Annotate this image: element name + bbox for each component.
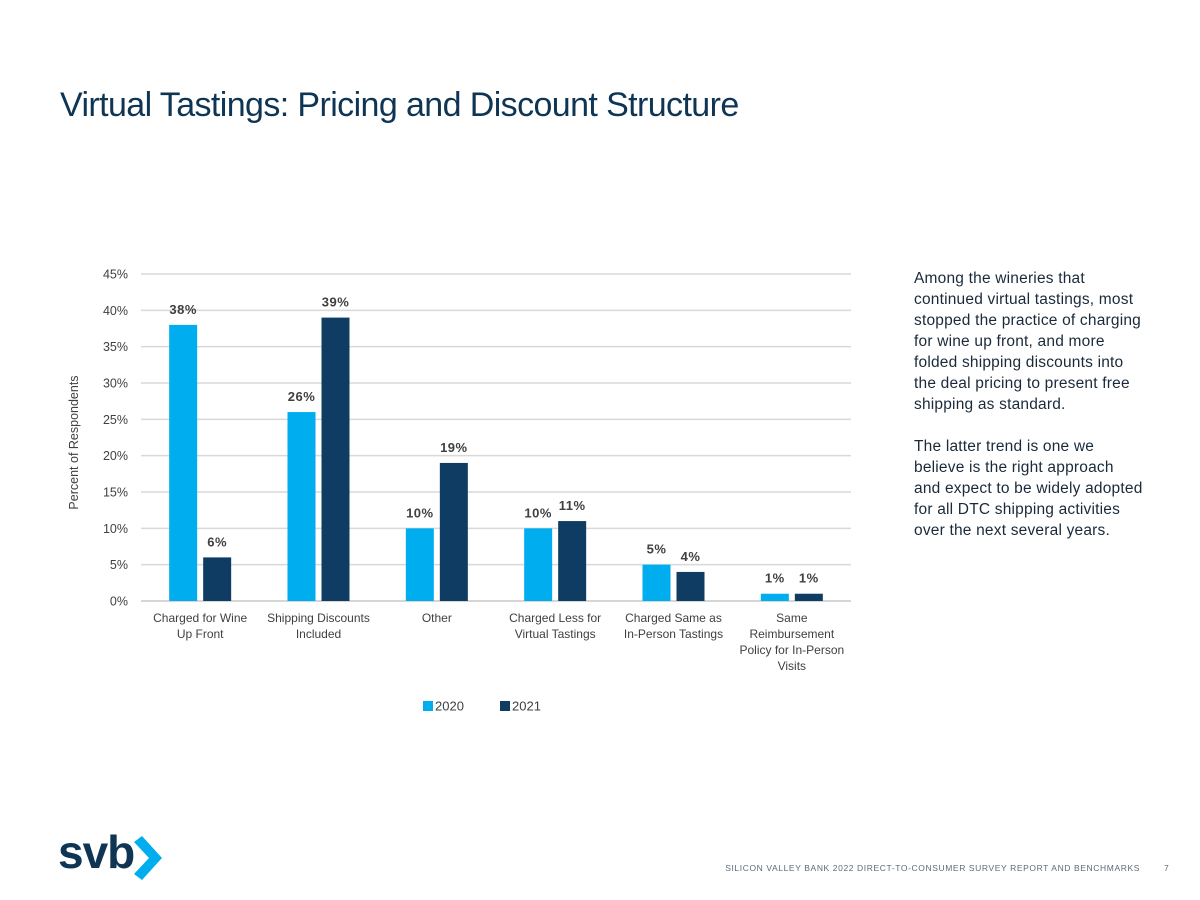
footer-text: SILICON VALLEY BANK 2022 DIRECT-TO-CONSU… [725, 863, 1140, 873]
bar-2020 [642, 564, 671, 601]
y-tick-label: 5% [110, 558, 128, 572]
x-tick-label-line: Charged for Wine [153, 611, 247, 625]
data-label: 19% [440, 440, 468, 455]
data-label: 38% [169, 302, 197, 317]
x-tick-label-line: Reimbursement [749, 627, 834, 641]
bar-2021 [676, 571, 705, 601]
bar-2020 [524, 528, 553, 601]
page-title: Virtual Tastings: Pricing and Discount S… [60, 86, 739, 124]
data-label: 1% [765, 571, 785, 586]
x-tick-label: Charged Same as In-Person Tastings [624, 611, 723, 641]
data-label: 10% [406, 505, 434, 520]
y-tick-label: 10% [103, 522, 128, 536]
x-tick-label-line: Virtual Tastings [515, 627, 596, 641]
bar-2021 [321, 317, 350, 601]
x-tick-label: Charged Less for Virtual Tastings [509, 611, 601, 641]
legend-swatch-2021 [500, 701, 510, 711]
y-tick-label: 40% [103, 304, 128, 318]
y-tick-label: 25% [103, 413, 128, 427]
data-label: 26% [288, 389, 316, 404]
data-label: 4% [681, 549, 701, 564]
data-label: 10% [524, 505, 552, 520]
x-tick-label: Shipping Discounts Included [267, 611, 370, 641]
x-tick-label: Other [422, 611, 452, 625]
page-number: 7 [1164, 863, 1169, 873]
commentary-paragraph-2: The latter trend is one we believe is th… [914, 438, 1143, 539]
bar-2020 [405, 528, 434, 601]
chevron-right-icon [134, 836, 162, 880]
bar-2020 [760, 593, 789, 601]
x-tick-label-line: Policy for In-Person [739, 643, 844, 657]
x-tick-label: Same Reimbursement Policy for In-Person Vis… [739, 611, 844, 673]
y-tick-label: 0% [110, 595, 128, 609]
logo-text: svb [58, 828, 134, 878]
y-tick-label: 30% [103, 377, 128, 391]
x-tick-label-line: Up Front [177, 627, 224, 641]
svb-logo: svb [58, 828, 162, 880]
y-tick-label: 20% [103, 449, 128, 463]
y-tick-label: 15% [103, 486, 128, 500]
legend-label: 2020 [435, 699, 464, 714]
data-label: 1% [799, 571, 819, 586]
data-label: 11% [559, 498, 586, 513]
x-tick-label-line: Shipping Discounts [267, 611, 370, 625]
bar-2021 [558, 521, 587, 601]
y-axis-label: Percent of Respondents [67, 375, 81, 509]
data-label: 5% [647, 542, 667, 557]
data-label: 6% [207, 534, 227, 549]
y-tick-label: 35% [103, 340, 128, 354]
commentary-text: Among the wineries that continued virtua… [914, 268, 1144, 562]
x-tick-label-line: Same [776, 611, 808, 625]
x-tick-label: Charged for Wine Up Front [153, 611, 247, 641]
x-tick-label-line: Visits [778, 659, 806, 673]
bar-2020 [287, 412, 316, 601]
commentary-paragraph-1: Among the wineries that continued virtua… [914, 270, 1141, 413]
bar-2020 [169, 324, 198, 601]
data-label: 39% [322, 295, 350, 310]
x-tick-label-line: Charged Less for [509, 611, 601, 625]
x-tick-label-line: In-Person Tastings [624, 627, 723, 641]
x-tick-label-line: Charged Same as [625, 611, 722, 625]
x-tick-label-line: Other [422, 611, 452, 625]
x-tick-label-line: Included [296, 627, 341, 641]
bar-2021 [439, 462, 468, 601]
legend-swatch-2020 [423, 701, 433, 711]
bar-2021 [794, 593, 823, 601]
y-tick-label: 45% [103, 268, 128, 282]
legend-label: 2021 [512, 699, 541, 714]
bar-2021 [203, 557, 232, 601]
